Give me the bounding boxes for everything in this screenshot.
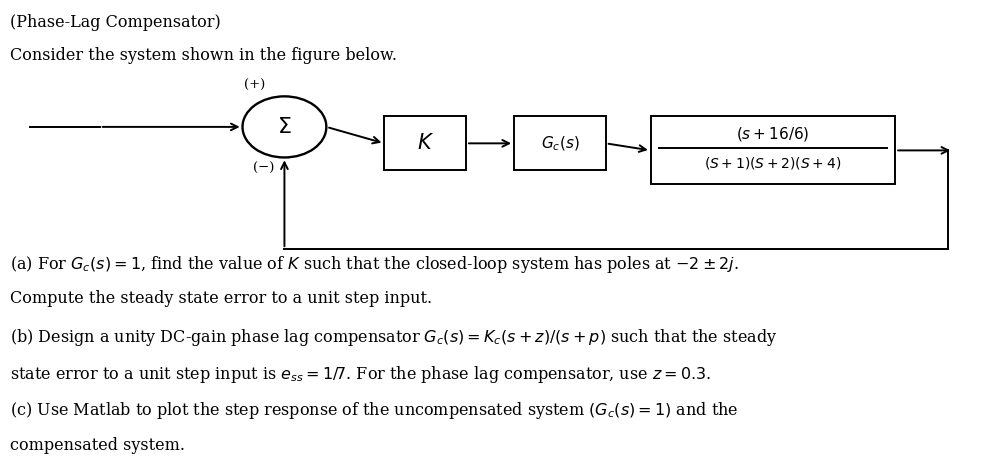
Text: (Phase-Lag Compensator): (Phase-Lag Compensator) [10,14,221,31]
Bar [651,116,895,184]
Bar [384,116,466,171]
Text: (+): (+) [245,79,265,92]
Text: state error to a unit step input is $e_{ss} = 1/7$. For the phase lag compensato: state error to a unit step input is $e_{… [10,364,712,385]
Text: $K$: $K$ [416,133,434,153]
Text: $G_c(s)$: $G_c(s)$ [541,134,579,153]
Text: $(S+1)(S+2)(S+4)$: $(S+1)(S+2)(S+4)$ [705,156,841,172]
Text: (c) Use Matlab to plot the step response of the uncompensated system $(G_c(s) = : (c) Use Matlab to plot the step response… [10,400,739,422]
Text: Compute the steady state error to a unit step input.: Compute the steady state error to a unit… [10,290,432,307]
Text: (b) Design a unity DC-gain phase lag compensator $G_c(s) = K_c(s+z)/(s+p)$ such : (b) Design a unity DC-gain phase lag com… [10,327,777,348]
Text: (a) For $G_c(s) = 1$, find the value of $K$ such that the closed-loop system has: (a) For $G_c(s) = 1$, find the value of … [10,254,739,275]
Text: (−): (−) [252,163,274,175]
Bar [514,116,606,171]
Text: Consider the system shown in the figure below.: Consider the system shown in the figure … [10,47,397,64]
Text: $(s + 16/6)$: $(s + 16/6)$ [737,125,809,143]
Text: compensated system.: compensated system. [10,437,185,454]
Text: $\Sigma$: $\Sigma$ [277,116,291,138]
